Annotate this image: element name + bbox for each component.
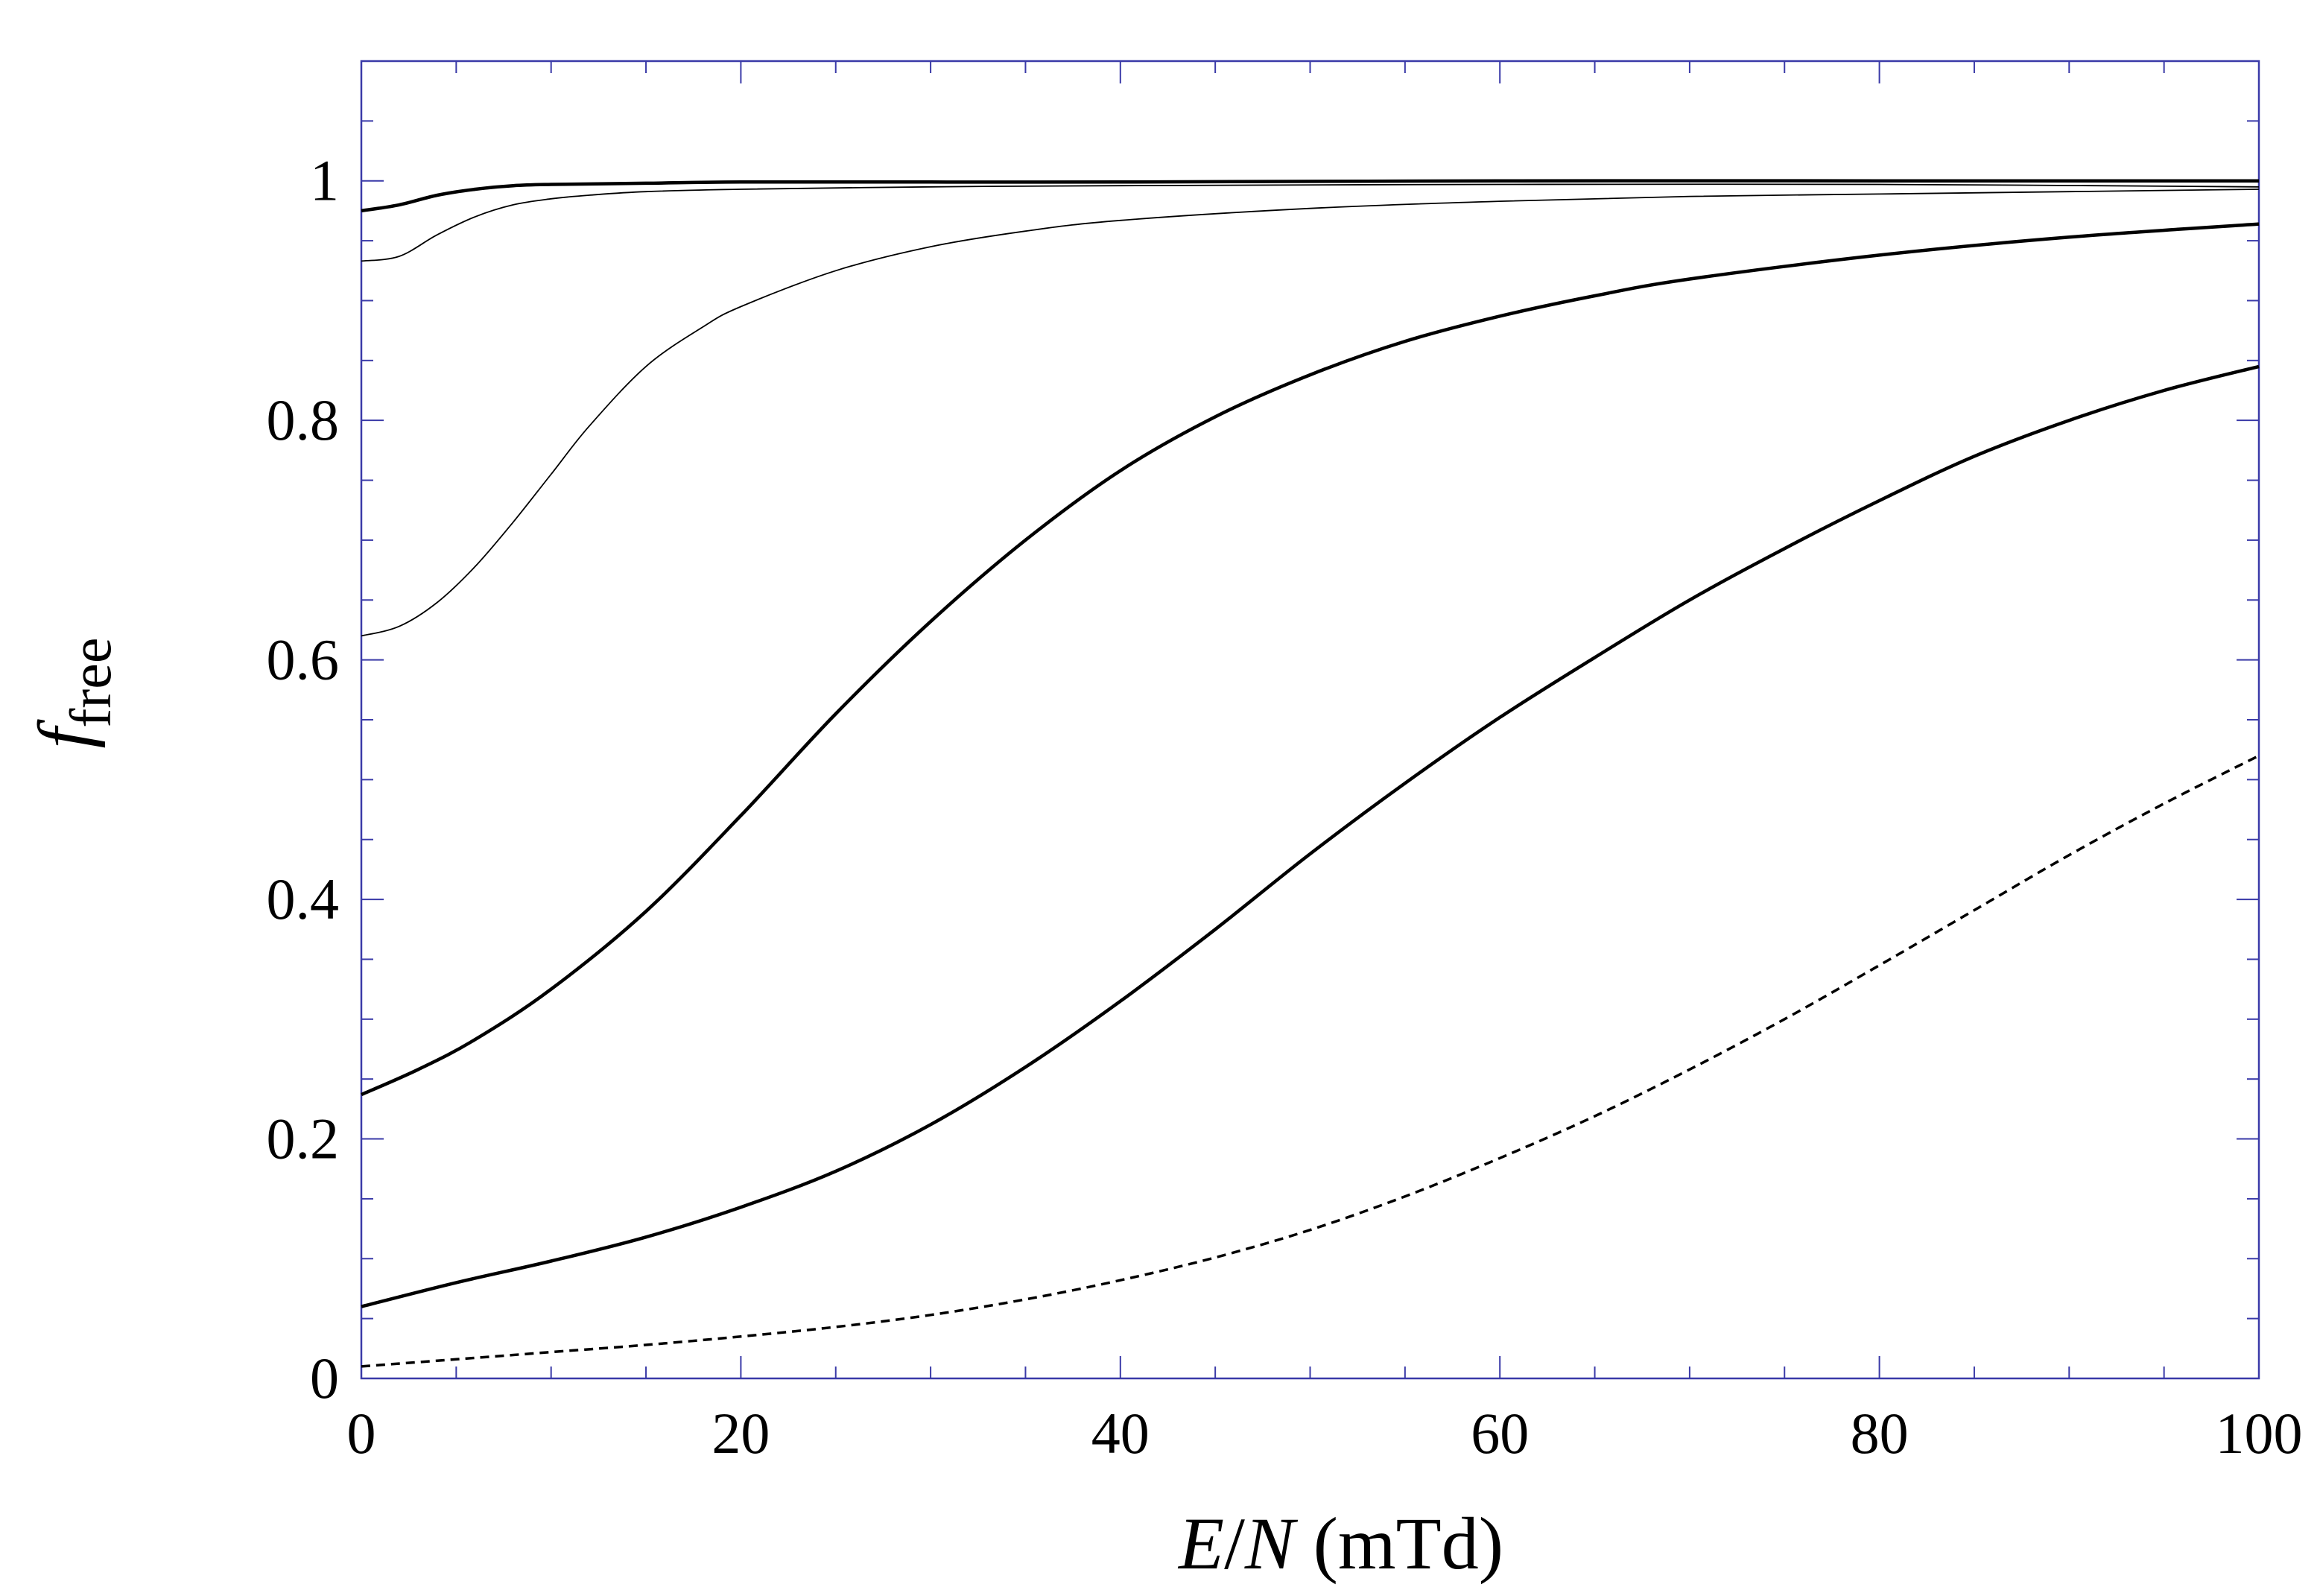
x-tick-label: 0 bbox=[347, 1401, 376, 1466]
x-axis-label-n: N bbox=[1244, 1502, 1299, 1585]
axis-ticks bbox=[361, 60, 2260, 1379]
x-tick-label: 80 bbox=[1851, 1401, 1909, 1466]
x-tick-label: 60 bbox=[1471, 1401, 1529, 1466]
y-tick-label: 1 bbox=[310, 148, 339, 213]
y-tick-label: 0.8 bbox=[267, 387, 340, 452]
series-line-6 bbox=[361, 754, 2260, 1368]
x-tick-label: 100 bbox=[2216, 1401, 2303, 1466]
y-tick-label: 0 bbox=[310, 1346, 339, 1410]
x-tick-label: 40 bbox=[1091, 1401, 1150, 1466]
x-tick-labels: 0 20 40 60 80 100 bbox=[347, 1401, 2303, 1466]
series-line-1 bbox=[361, 179, 2259, 213]
series-line-3 bbox=[361, 189, 2260, 637]
series-line-2 bbox=[361, 183, 2260, 262]
x-axis-label-unit: (mTd) bbox=[1295, 1502, 1503, 1585]
y-tick-labels: 0 0.2 0.4 0.6 0.8 1 bbox=[267, 148, 340, 1410]
x-tick-label: 20 bbox=[711, 1401, 770, 1466]
y-tick-label: 0.6 bbox=[267, 627, 340, 692]
x-axis-label-e: E bbox=[1177, 1502, 1224, 1585]
y-tick-label: 0.2 bbox=[267, 1106, 340, 1171]
series-line-4 bbox=[361, 222, 2260, 1097]
y-tick-label: 0.4 bbox=[267, 867, 340, 931]
x-axis-label-sep: / bbox=[1224, 1502, 1245, 1585]
y-axis-label-subscript: free bbox=[58, 638, 123, 728]
plot-frame bbox=[360, 60, 2260, 1380]
series-layer bbox=[361, 179, 2260, 1368]
series-line-5 bbox=[361, 364, 2260, 1308]
y-axis-label: ffree bbox=[23, 638, 123, 749]
x-axis-label: E/N (mTd) bbox=[1177, 1502, 1503, 1585]
